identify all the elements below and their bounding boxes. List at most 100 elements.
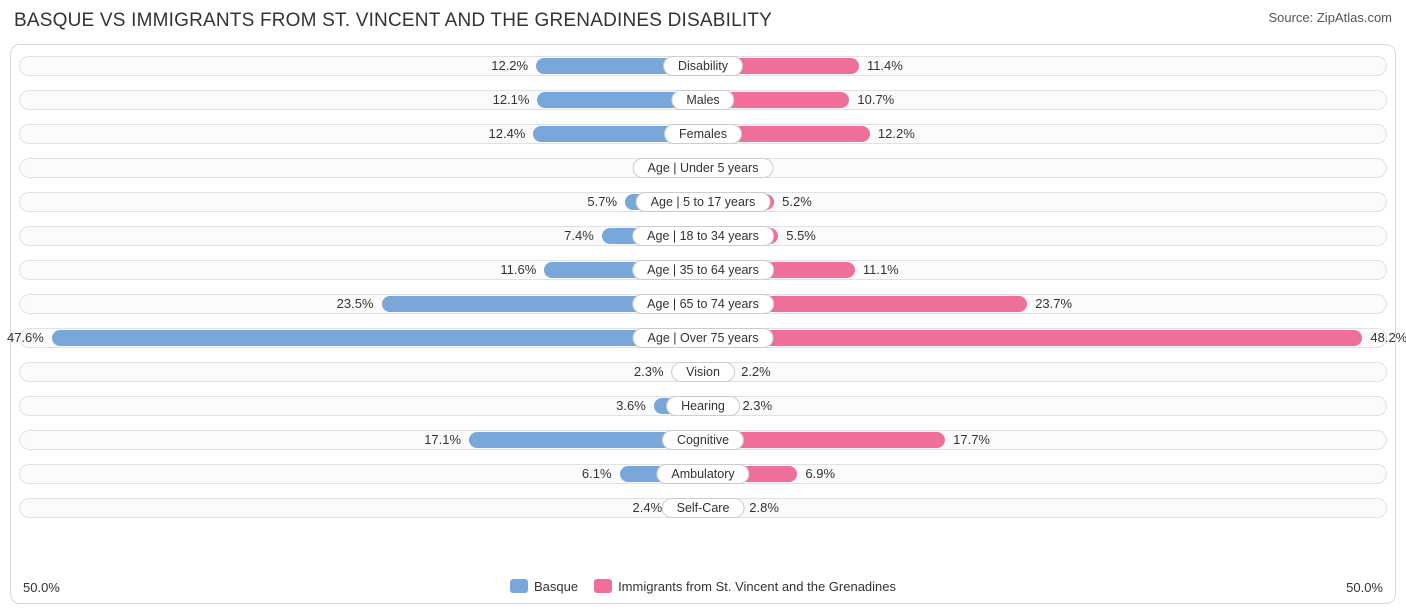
chart-title: BASQUE VS IMMIGRANTS FROM ST. VINCENT AN… [14,10,772,32]
value-label-right: 2.3% [742,393,772,419]
row-right-half: 12.2% [703,121,1387,147]
category-pill: Males [671,90,734,110]
category-pill: Age | Over 75 years [633,328,774,348]
value-label-right: 48.2% [1370,325,1406,351]
value-label-left: 3.6% [616,393,646,419]
row-left-half: 47.6% [19,325,703,351]
row-right-half: 23.7% [703,291,1387,317]
row-right-half: 2.8% [703,495,1387,521]
row-right-half: 2.2% [703,359,1387,385]
legend-label-left: Basque [534,579,578,594]
row-left-half: 23.5% [19,291,703,317]
row-right-half: 0.79% [703,155,1387,181]
legend-item-left: Basque [510,579,578,594]
category-pill: Self-Care [662,498,745,518]
chart-row: 12.2% 11.4% Disability [19,53,1387,79]
axis-max-right: 50.0% [1346,580,1383,595]
legend-item-right: Immigrants from St. Vincent and the Gren… [594,579,896,594]
value-label-right: 12.2% [878,121,915,147]
row-left-half: 12.1% [19,87,703,113]
value-label-left: 7.4% [564,223,594,249]
legend-swatch-left [510,579,528,593]
category-pill: Disability [663,56,743,76]
chart-row: 7.4% 5.5% Age | 18 to 34 years [19,223,1387,249]
row-right-half: 5.5% [703,223,1387,249]
value-label-right: 17.7% [953,427,990,453]
chart-row: 2.4% 2.8%Self-Care [19,495,1387,521]
value-label-left: 5.7% [587,189,617,215]
row-left-half: 17.1% [19,427,703,453]
category-pill: Hearing [666,396,740,416]
row-left-half: 7.4% [19,223,703,249]
row-track-left [19,158,703,178]
value-label-left: 23.5% [337,291,374,317]
legend-label-right: Immigrants from St. Vincent and the Gren… [618,579,896,594]
value-label-right: 10.7% [857,87,894,113]
legend-swatch-right [594,579,612,593]
chart-row: 2.3% 2.2% Vision [19,359,1387,385]
chart-footer: 50.0% Basque Immigrants from St. Vincent… [19,575,1387,597]
row-left-half: 12.2% [19,53,703,79]
chart-row: 5.7%5.2%Age | 5 to 17 years [19,189,1387,215]
category-pill: Age | 65 to 74 years [632,294,774,314]
chart-row: 6.1%6.9%Ambulatory [19,461,1387,487]
row-left-half: 1.3% [19,155,703,181]
chart-row: 1.3%0.79%Age | Under 5 years [19,155,1387,181]
row-right-half: 11.1% [703,257,1387,283]
chart-header: BASQUE VS IMMIGRANTS FROM ST. VINCENT AN… [10,10,1396,44]
value-label-right: 5.2% [782,189,812,215]
row-left-half: 2.4% [19,495,703,521]
category-pill: Vision [671,362,735,382]
row-track-left [19,498,703,518]
bar-left [52,330,703,346]
row-left-half: 11.6% [19,257,703,283]
chart-row: 3.6% 2.3%Hearing [19,393,1387,419]
value-label-right: 11.4% [867,53,903,79]
diverging-bar-chart: 12.2% 11.4% Disability 12.1% 10.7% Males 12.4%… [10,44,1396,604]
value-label-right: 2.2% [741,359,771,385]
row-left-half: 6.1% [19,461,703,487]
chart-source: Source: ZipAtlas.com [1268,10,1392,25]
value-label-right: 5.5% [786,223,816,249]
chart-row: 23.5% 23.7% Age | 65 to 74 years [19,291,1387,317]
value-label-left: 17.1% [424,427,461,453]
row-track-left [19,362,703,382]
row-left-half: 2.3% [19,359,703,385]
chart-row: 12.4% 12.2% Females [19,121,1387,147]
chart-legend: Basque Immigrants from St. Vincent and t… [510,579,896,594]
row-left-half: 5.7% [19,189,703,215]
value-label-right: 6.9% [805,461,835,487]
category-pill: Age | 18 to 34 years [632,226,774,246]
row-track-left [19,396,703,416]
chart-row: 47.6%48.2%Age | Over 75 years [19,325,1387,351]
value-label-left: 2.4% [633,495,663,521]
chart-row: 17.1%17.7%Cognitive [19,427,1387,453]
bar-right [703,330,1362,346]
row-left-half: 3.6% [19,393,703,419]
value-label-right: 11.1% [863,257,899,283]
category-pill: Age | Under 5 years [633,158,774,178]
row-right-half: 6.9% [703,461,1387,487]
row-right-half: 48.2% [703,325,1387,351]
value-label-right: 2.8% [749,495,779,521]
axis-max-left: 50.0% [23,580,60,595]
row-track-right [703,396,1387,416]
chart-row: 12.1% 10.7% Males [19,87,1387,113]
chart-row: 11.6% 11.1% Age | 35 to 64 years [19,257,1387,283]
row-right-half: 10.7% [703,87,1387,113]
category-pill: Age | 35 to 64 years [632,260,774,280]
category-pill: Females [664,124,742,144]
value-label-left: 47.6% [7,325,44,351]
row-right-half: 11.4% [703,53,1387,79]
value-label-left: 11.6% [500,257,536,283]
row-track-right [703,498,1387,518]
chart-rows: 12.2% 11.4% Disability 12.1% 10.7% Males 12.4%… [19,53,1387,521]
value-label-left: 6.1% [582,461,612,487]
row-track-left [19,226,703,246]
row-track-right [703,158,1387,178]
value-label-left: 12.1% [493,87,530,113]
row-left-half: 12.4% [19,121,703,147]
row-right-half: 2.3% [703,393,1387,419]
row-right-half: 17.7% [703,427,1387,453]
value-label-right: 23.7% [1035,291,1072,317]
